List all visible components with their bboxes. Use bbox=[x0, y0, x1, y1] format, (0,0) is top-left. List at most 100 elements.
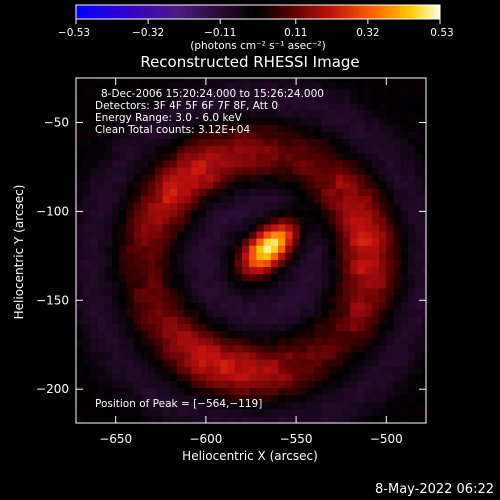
heatmap-cell bbox=[126, 102, 135, 111]
heatmap-cell bbox=[126, 138, 135, 147]
heatmap-cell bbox=[350, 216, 359, 225]
heatmap-cell bbox=[256, 287, 265, 296]
heatmap-cell bbox=[220, 152, 229, 161]
heatmap-cell bbox=[177, 152, 185, 161]
heatmap-cell bbox=[357, 88, 366, 97]
heatmap-cell bbox=[177, 387, 185, 396]
heatmap-cell bbox=[241, 78, 250, 83]
heatmap-cell bbox=[278, 159, 286, 168]
heatmap-cell bbox=[112, 81, 120, 90]
heatmap-cell bbox=[285, 344, 294, 353]
heatmap-cell bbox=[328, 88, 337, 97]
heatmap-cell bbox=[97, 266, 106, 275]
heatmap-cell bbox=[415, 152, 423, 161]
heatmap-cell bbox=[407, 380, 416, 389]
heatmap-cell bbox=[400, 408, 409, 417]
heatmap-cell bbox=[371, 330, 380, 339]
heatmap-cell bbox=[205, 280, 214, 289]
heatmap-cell bbox=[278, 209, 286, 218]
heatmap-cell bbox=[220, 216, 229, 225]
heatmap-cell bbox=[285, 95, 294, 104]
heatmap-cell bbox=[191, 238, 200, 246]
heatmap-cell bbox=[162, 124, 171, 132]
heatmap-cell bbox=[104, 81, 113, 90]
heatmap-cell bbox=[371, 358, 380, 367]
heatmap-cell bbox=[133, 380, 142, 389]
heatmap-cell bbox=[335, 351, 344, 360]
heatmap-cell bbox=[335, 358, 344, 367]
heatmap-cell bbox=[177, 145, 185, 154]
heatmap-cell bbox=[162, 309, 171, 317]
heatmap-cell bbox=[140, 302, 149, 310]
heatmap-cell bbox=[393, 273, 402, 282]
heatmap-cell bbox=[241, 81, 250, 90]
heatmap-cell bbox=[335, 195, 344, 204]
heatmap-cell bbox=[299, 302, 308, 310]
heatmap-cell bbox=[184, 174, 193, 182]
heatmap-cell bbox=[357, 351, 366, 360]
heatmap-cell bbox=[148, 387, 156, 396]
heatmap-cell bbox=[364, 152, 373, 161]
heatmap-cell bbox=[393, 344, 402, 353]
heatmap-cell bbox=[119, 344, 128, 353]
heatmap-cell bbox=[249, 366, 258, 374]
heatmap-cell bbox=[407, 174, 416, 182]
heatmap-cell bbox=[227, 366, 236, 374]
heatmap-cell bbox=[249, 124, 258, 132]
heatmap-cell bbox=[97, 358, 106, 367]
heatmap-cell bbox=[263, 102, 272, 111]
heatmap-cell bbox=[256, 330, 265, 339]
heatmap-cell bbox=[328, 401, 337, 410]
heatmap-cell bbox=[379, 280, 387, 289]
heatmap-cell bbox=[328, 266, 337, 275]
heatmap-cell bbox=[133, 188, 142, 196]
heatmap-cell bbox=[184, 124, 193, 132]
heatmap-cell bbox=[400, 152, 409, 161]
annotation-line: Detectors: 3F 4F 5F 6F 7F 8F, Att 0 bbox=[95, 100, 278, 112]
heatmap-cell bbox=[270, 230, 279, 239]
heatmap-cell bbox=[321, 309, 330, 317]
heatmap-cell bbox=[285, 223, 294, 232]
heatmap-cell bbox=[285, 145, 294, 154]
heatmap-cell bbox=[292, 117, 301, 125]
heatmap-cell bbox=[263, 95, 272, 104]
heatmap-cell bbox=[119, 387, 128, 396]
heatmap-cell bbox=[256, 138, 265, 147]
heatmap-cell bbox=[169, 373, 178, 381]
heatmap-cell bbox=[256, 323, 265, 332]
heatmap-cell bbox=[400, 124, 409, 132]
heatmap-cell bbox=[97, 223, 106, 232]
heatmap-cell bbox=[198, 78, 207, 83]
heatmap-cell bbox=[249, 202, 258, 211]
heatmap-cell bbox=[104, 380, 113, 389]
heatmap-cell bbox=[335, 245, 344, 253]
heatmap-cell bbox=[364, 280, 373, 289]
heatmap-cell bbox=[198, 145, 207, 154]
heatmap-cell bbox=[292, 81, 301, 90]
heatmap-cell bbox=[306, 273, 315, 282]
heatmap-cell bbox=[407, 95, 416, 104]
heatmap-cell bbox=[126, 351, 135, 360]
heatmap-image bbox=[76, 78, 426, 423]
heatmap-cell bbox=[220, 238, 229, 246]
heatmap-cell bbox=[393, 366, 402, 374]
heatmap-cell bbox=[191, 351, 200, 360]
heatmap-cell bbox=[321, 81, 330, 90]
heatmap-cell bbox=[379, 209, 387, 218]
heatmap-cell bbox=[371, 373, 380, 381]
heatmap-cell bbox=[104, 138, 113, 147]
heatmap-cell bbox=[227, 174, 236, 182]
heatmap-cell bbox=[371, 202, 380, 211]
heatmap-cell bbox=[205, 81, 214, 90]
heatmap-cell bbox=[76, 273, 84, 282]
heatmap-cell bbox=[177, 230, 185, 239]
heatmap-cell bbox=[133, 81, 142, 90]
heatmap-cell bbox=[220, 366, 229, 374]
heatmap-cell bbox=[169, 273, 178, 282]
heatmap-cell bbox=[169, 344, 178, 353]
heatmap-cell bbox=[104, 230, 113, 239]
heatmap-cell bbox=[278, 88, 286, 97]
heatmap-cell bbox=[299, 252, 308, 260]
heatmap-cell bbox=[191, 159, 200, 168]
heatmap-cell bbox=[76, 174, 84, 182]
